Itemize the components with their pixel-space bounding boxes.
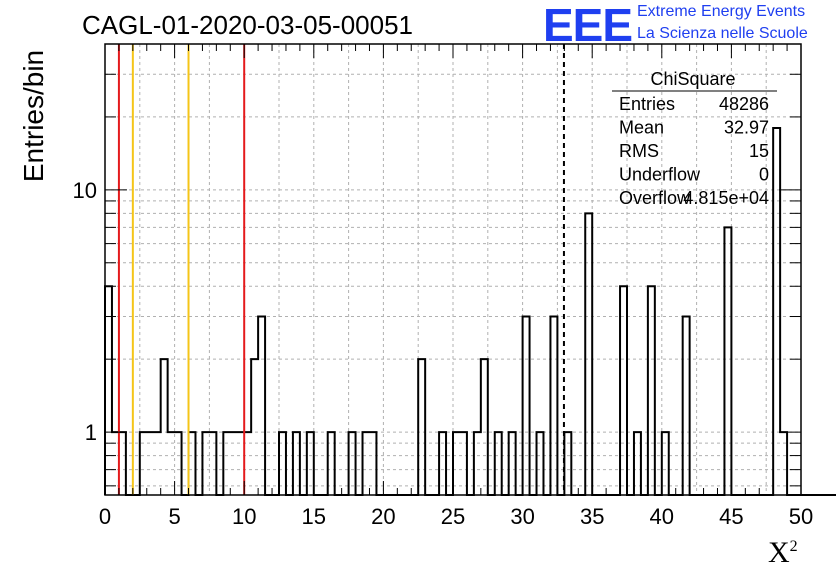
x-tick-label: 5 [168,504,180,529]
histogram-bin [488,432,495,495]
histogram-bin [265,317,272,495]
histogram-bin [516,317,523,495]
histogram-bin [216,432,223,495]
histogram-bin [258,359,265,495]
y-tick-label: 1 [85,420,97,445]
histogram-bin [321,432,328,495]
histogram-bin [209,432,216,495]
x-tick-label: 30 [510,504,534,529]
stats-label: RMS [619,141,659,161]
histogram-bin [564,213,571,495]
x-axis-label-superscript: 2 [789,538,798,555]
histogram-bin [237,432,244,495]
x-tick-label: 0 [99,504,111,529]
histogram-bin [620,432,627,495]
stats-value: 0 [759,165,769,185]
histogram-bin [606,432,613,495]
x-tick-label: 20 [371,504,395,529]
stats-label: Overflow [619,188,691,208]
histogram-bin [300,432,307,495]
x-tick-label: 35 [580,504,604,529]
stats-value: 4.815e+04 [683,188,769,208]
histogram-bin [202,432,209,495]
histogram-bin [780,432,787,495]
histogram-bars [104,127,836,496]
histogram-bin [349,432,356,495]
chart-title: CAGL-01-2020-03-05-00051 [82,10,413,40]
reference-lines [117,44,565,495]
histogram-bin [537,317,544,495]
histogram-bin [140,432,147,495]
y-tick-label: 10 [73,178,97,203]
histogram-bin [509,432,516,495]
stats-label: Underflow [619,165,701,185]
x-axis-label: X2 [768,536,798,569]
histogram-bin [432,432,439,495]
histogram-bin [418,359,425,495]
histogram-bin [223,432,230,495]
histogram-bin [627,432,634,495]
axis-ticks: 0 5 10 15 20 25 30 35 40 45 50 1 10 [73,44,813,529]
histogram-bin [105,286,112,495]
stats-label: Mean [619,118,664,138]
stats-title: ChiSquare [650,69,735,89]
stats-box: ChiSquare Entries 48286 Mean 32.97 RMS 15 Under… [612,69,777,208]
histogram-bin [613,286,620,495]
histogram-bin [453,432,460,495]
histogram-bin [669,227,676,495]
histogram-bin [369,432,376,495]
eee-logo: EEE [543,0,633,51]
histogram-bin [704,432,711,495]
histogram-bin [286,432,293,495]
histogram-bin [474,359,481,495]
histogram-bin [530,432,537,495]
histogram-bin [147,432,154,495]
stats-value: 48286 [719,94,769,114]
stats-label: Entries [619,94,675,114]
x-tick-label: 45 [719,504,743,529]
histogram-bin [363,432,370,495]
eee-logo-line2: La Scienza nelle Scuole [637,25,808,42]
x-tick-label: 50 [789,504,813,529]
histogram-bin [168,432,175,495]
histogram-bin [550,432,557,495]
histogram-bin [752,162,759,495]
x-tick-label: 25 [441,504,465,529]
histogram-bin [641,317,648,495]
histogram-bin [794,190,801,495]
histogram-bin [446,432,453,495]
histogram-bin [592,286,599,495]
histogram-bin [342,432,349,495]
eee-logo-line1: Extreme Energy Events [637,3,806,20]
y-axis-label: Entries/bin [18,49,49,183]
histogram-bin [599,432,606,495]
histogram-bin [724,359,731,495]
x-tick-label: 15 [302,504,326,529]
histogram-bin [189,432,196,495]
stats-value: 32.97 [724,118,769,138]
x-tick-label: 10 [232,504,256,529]
histogram-bin [161,359,168,495]
stats-value: 15 [749,141,769,161]
x-tick-label: 40 [650,504,674,529]
